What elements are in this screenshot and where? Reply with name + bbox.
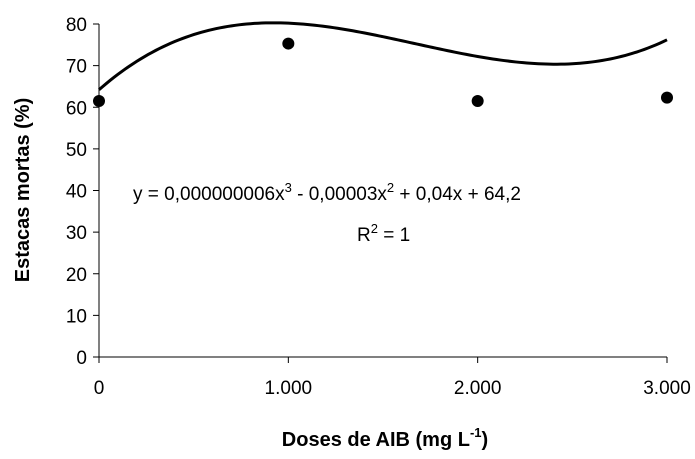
x-tick-label: 0 [94,378,105,399]
y-tick-label: 20 [66,265,87,286]
y-tick-label: 70 [66,57,87,78]
data-point [93,95,105,108]
y-tick-label: 0 [76,348,87,369]
y-axis: 0 10 20 30 40 50 60 70 80 [66,15,100,369]
data-point [282,37,295,50]
y-tick-label: 30 [66,223,87,244]
x-tick-label: 3.000 [643,378,691,399]
r-squared: R2 = 1 [357,221,410,246]
fit-curve [98,21,668,91]
y-tick-label: 50 [66,140,87,161]
regression-equation: y = 0,000000006x3 - 0,00003x2 + 0,04x + … [133,180,521,205]
y-tick-label: 80 [66,15,87,36]
y-axis-title: Estacas mortas (%) [12,98,34,283]
y-tick-label: 60 [66,98,87,119]
x-tick-label: 1.000 [265,378,313,399]
data-points [93,37,673,108]
data-point [661,91,673,104]
x-axis-title: Doses de AIB (mg L-1) [282,425,488,451]
data-point [471,95,484,108]
y-tick-label: 10 [66,306,87,327]
y-tick-label: 40 [66,182,87,203]
x-axis: 0 1.000 2.000 3.000 [94,356,691,399]
x-tick-label: 2.000 [454,378,502,399]
